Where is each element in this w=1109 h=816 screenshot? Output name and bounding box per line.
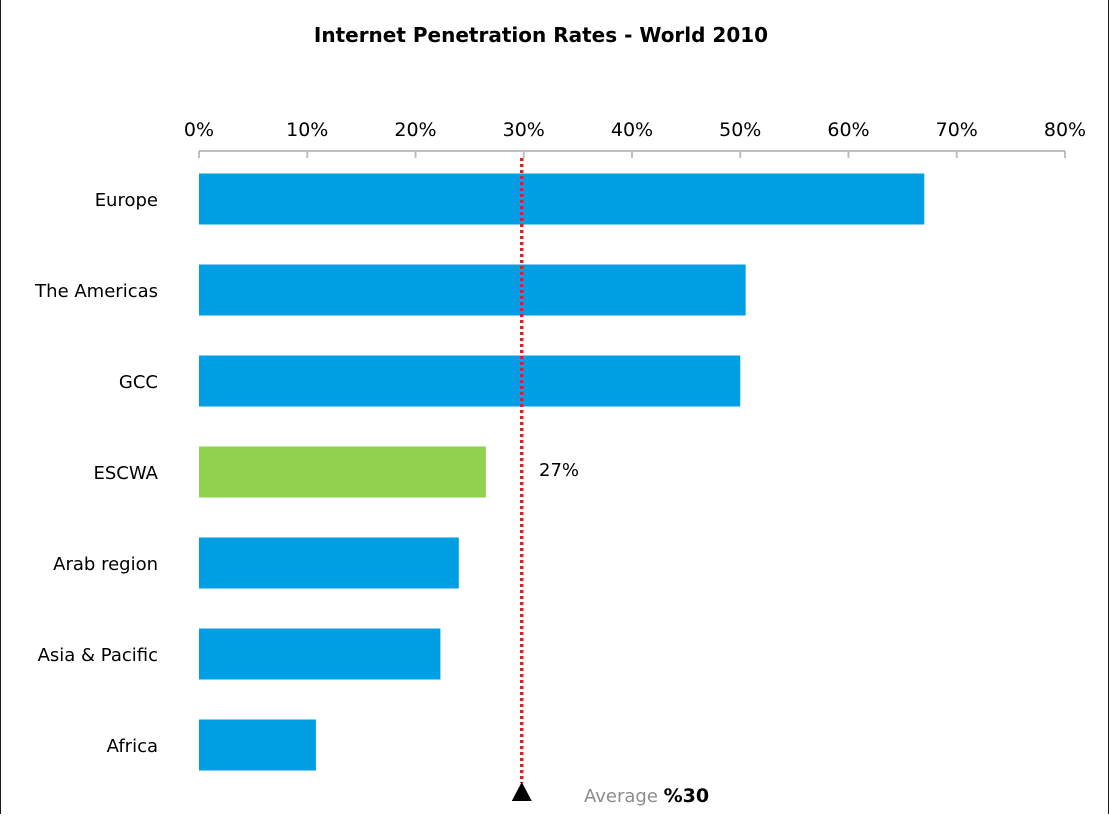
- category-label: Asia & Pacific: [38, 645, 158, 666]
- bar: [199, 628, 441, 680]
- x-tick-label: 40%: [611, 119, 653, 141]
- average-label-prefix: Average: [584, 786, 664, 807]
- bar: [199, 355, 741, 407]
- x-tick-label: 30%: [503, 119, 545, 141]
- average-label-value: %30: [664, 785, 709, 807]
- category-label: Africa: [107, 736, 158, 757]
- category-label: GCC: [119, 372, 158, 393]
- x-tick-label: 50%: [719, 119, 761, 141]
- average-label: Average %30: [584, 785, 709, 807]
- bar: [199, 173, 925, 225]
- bar: [199, 446, 486, 498]
- x-tick-label: 80%: [1044, 119, 1086, 141]
- x-axis: 0% 10% 20% 30% 40% 50% 60% 70% 80%: [184, 119, 1086, 158]
- data-label: 27%: [539, 460, 579, 481]
- bars: 27%: [199, 173, 925, 771]
- category-labels: Europe The Americas GCC ESCWA Arab region Asi…: [34, 190, 159, 757]
- category-label: The Americas: [34, 281, 158, 302]
- average-marker-triangle-icon: [511, 782, 532, 801]
- bar: [199, 719, 316, 771]
- x-tick-label: 20%: [394, 119, 436, 141]
- category-label: Europe: [95, 190, 158, 211]
- x-tick-label: 0%: [184, 119, 214, 141]
- x-tick-label: 60%: [827, 119, 869, 141]
- x-tick-label: 70%: [936, 119, 978, 141]
- x-tick-label: 10%: [286, 119, 328, 141]
- bar: [199, 264, 746, 316]
- chart-title: Internet Penetration Rates - World 2010: [314, 23, 768, 47]
- average-line-group: Average %30: [511, 158, 709, 807]
- bar: [199, 537, 459, 589]
- category-label: ESCWA: [94, 463, 159, 484]
- category-label: Arab region: [53, 554, 158, 575]
